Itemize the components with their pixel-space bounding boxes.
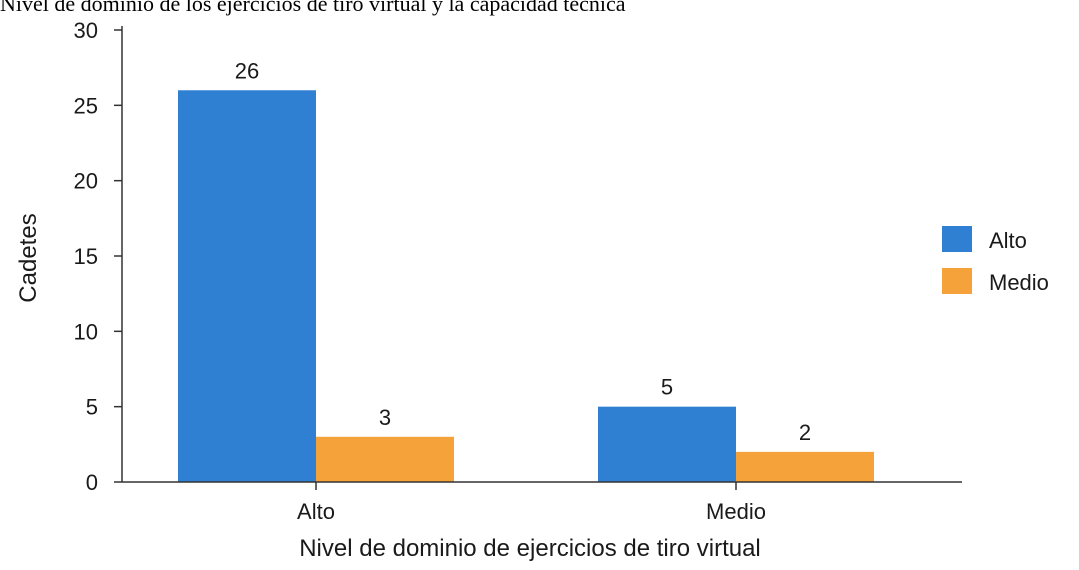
bar-alto-medio	[598, 406, 736, 482]
x-axis-categories: Alto Medio	[297, 482, 766, 524]
legend-swatch-alto	[942, 226, 972, 252]
data-label: 5	[661, 375, 673, 400]
data-label: 26	[235, 58, 259, 83]
y-tick-label: 30	[74, 18, 98, 43]
y-tick-label: 20	[74, 169, 98, 194]
y-axis-ticks: 0 5 10 15 20 25 30	[74, 18, 122, 495]
data-label: 2	[799, 420, 811, 445]
y-tick-label: 15	[74, 244, 98, 269]
figure-caption: Nivel de dominio de los ejercicios de ti…	[0, 0, 626, 16]
bars	[178, 90, 874, 483]
y-tick-label: 25	[74, 93, 98, 118]
bar-alto-alto	[178, 90, 316, 483]
legend: Alto Medio	[942, 226, 1049, 295]
y-tick-label: 10	[74, 319, 98, 344]
data-label: 3	[379, 405, 391, 430]
legend-swatch-medio	[942, 268, 972, 294]
bar-medio-medio	[736, 451, 874, 482]
x-category-label: Medio	[706, 499, 766, 524]
y-axis-title: Cadetes	[15, 213, 42, 302]
x-axis-title: Nivel de dominio de ejercicios de tiro v…	[299, 535, 761, 562]
bar-medio-alto	[316, 436, 454, 482]
legend-label: Alto	[989, 228, 1027, 253]
y-tick-label: 0	[86, 470, 98, 495]
y-tick-label: 5	[86, 395, 98, 420]
legend-label: Medio	[989, 270, 1049, 295]
data-labels: 26 3 5 2	[235, 58, 811, 445]
x-category-label: Alto	[297, 499, 335, 524]
